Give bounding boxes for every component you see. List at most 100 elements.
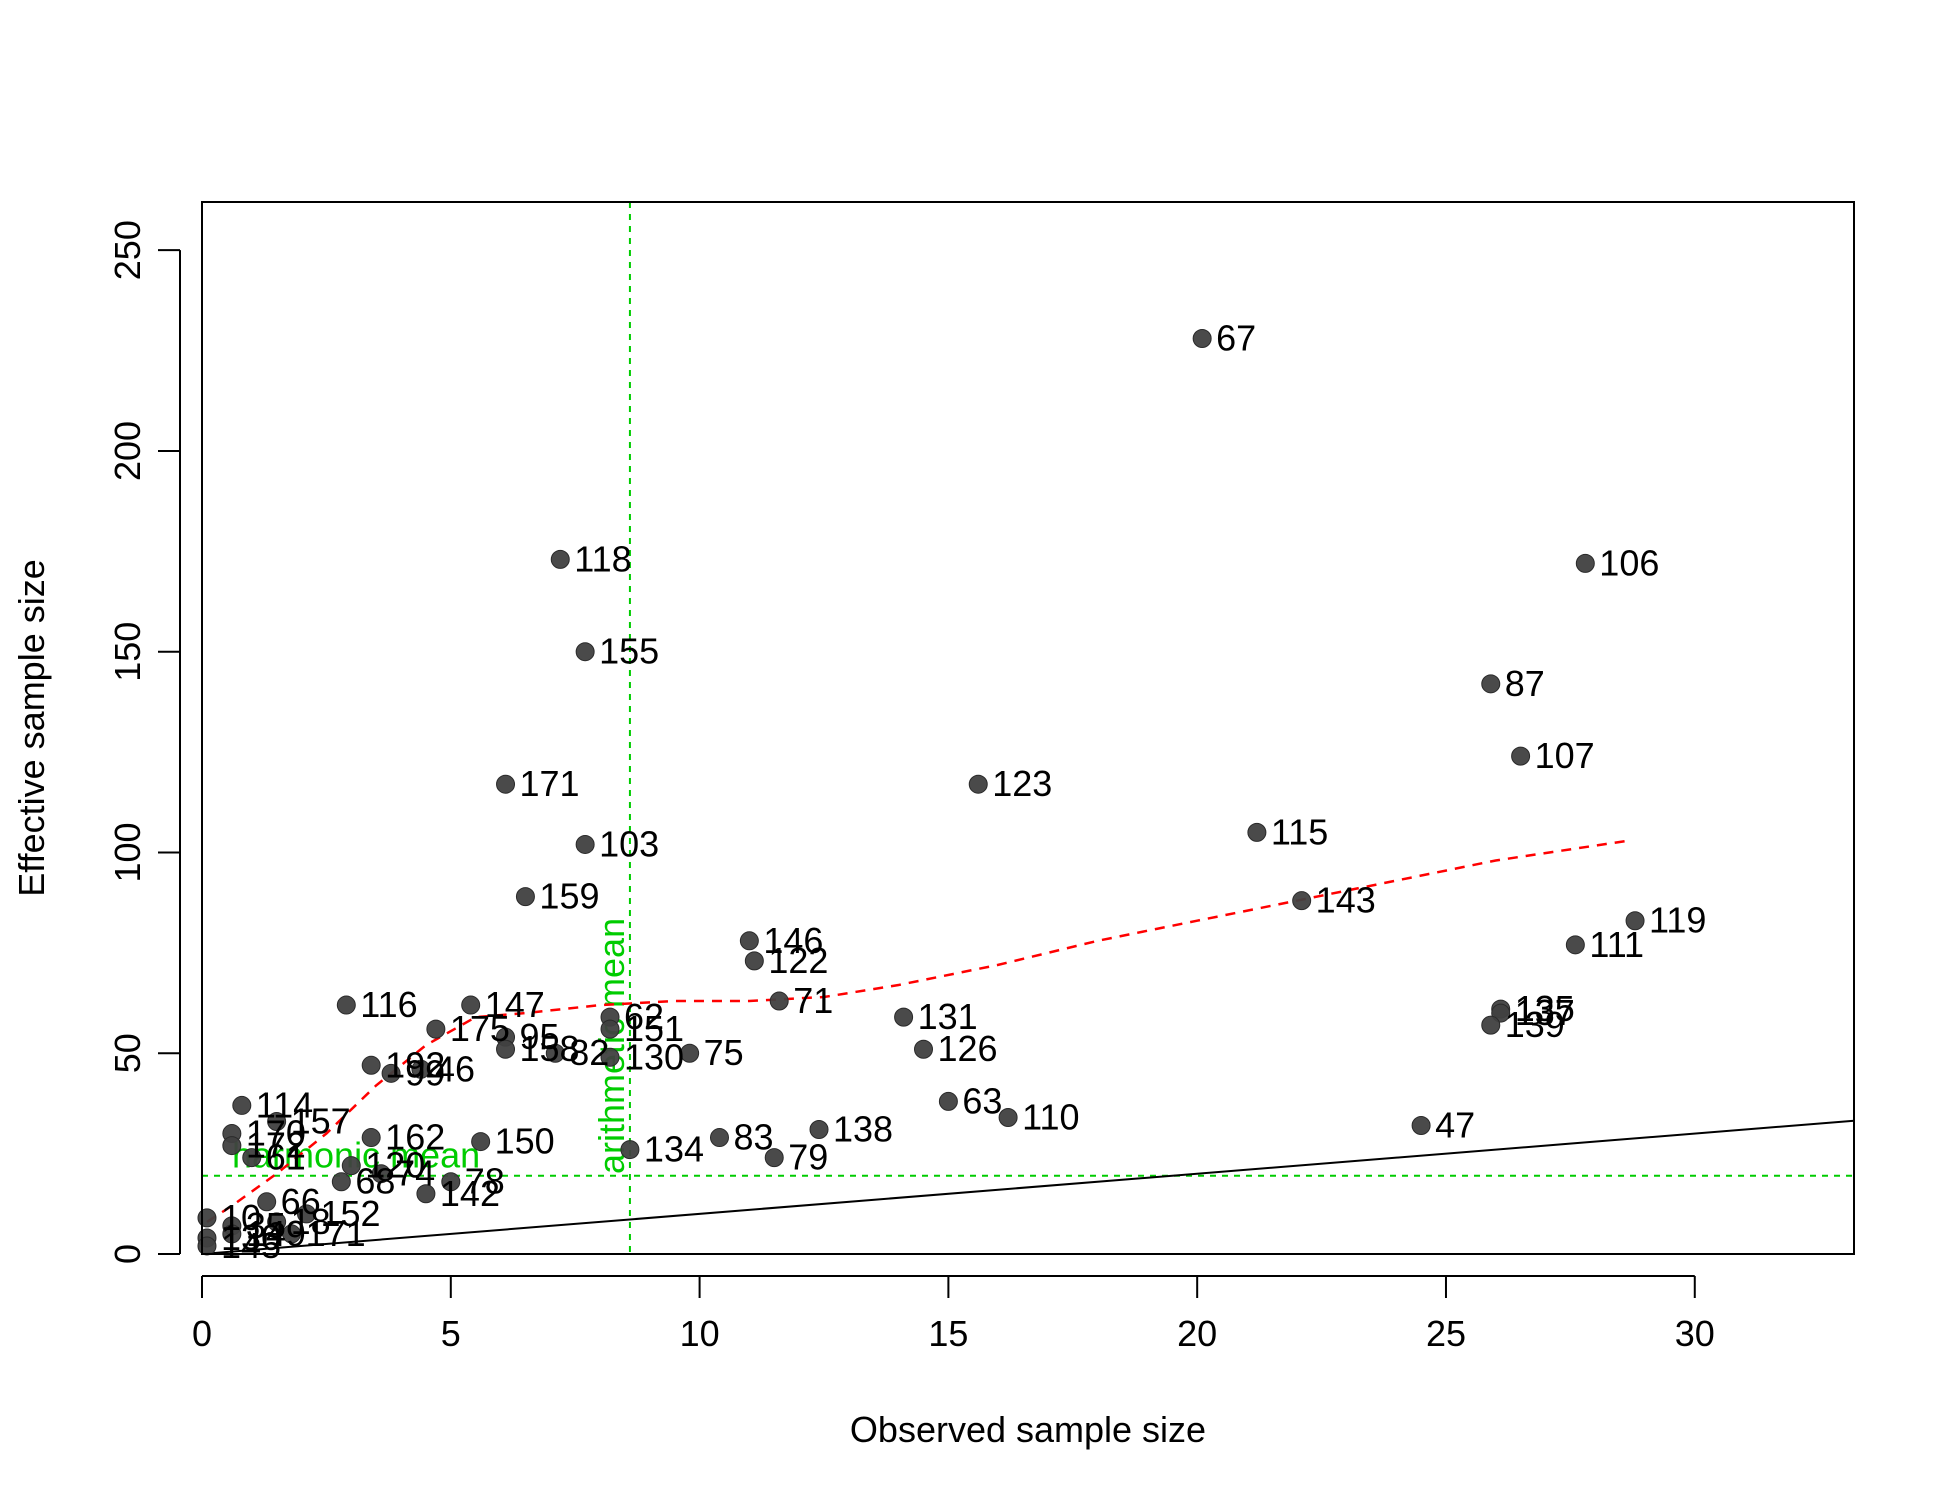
data-point (361, 1055, 381, 1075)
point-label: 79 (788, 1137, 828, 1178)
data-point (496, 1039, 516, 1059)
data-point (1575, 553, 1595, 573)
point-label: 134 (644, 1129, 704, 1170)
identity-line (201, 1119, 1855, 1255)
data-point (282, 1224, 302, 1244)
point-label: 162 (385, 1117, 445, 1158)
point-label: 149 (246, 1213, 306, 1254)
point-label: 18 (291, 1201, 331, 1242)
y-tick-label: 250 (107, 220, 148, 280)
point-label: 159 (539, 876, 599, 917)
point-label: 75 (704, 1032, 744, 1073)
data-point (222, 1136, 242, 1156)
data-point (1625, 911, 1645, 931)
point-label: 142 (440, 1173, 500, 1214)
point-label: 115 (1271, 811, 1328, 852)
point-label: 126 (938, 1028, 998, 1069)
data-point (1481, 1015, 1501, 1035)
point-label: 63 (962, 1080, 1002, 1121)
data-point (545, 1043, 565, 1063)
point-label: 122 (768, 940, 828, 981)
data-point (744, 951, 764, 971)
data-point (894, 1007, 914, 1027)
point-label: 157 (291, 1100, 351, 1141)
point-label: 62 (624, 996, 664, 1037)
point-label: 66 (281, 1181, 321, 1222)
point-label: 107 (1535, 735, 1595, 776)
point-label: 46 (435, 1048, 475, 1089)
data-point (1292, 891, 1312, 911)
point-label: 131 (918, 996, 978, 1037)
point-label: 35 (246, 1205, 286, 1246)
data-point (426, 1019, 446, 1039)
point-label: 99 (405, 1052, 445, 1093)
point-label: 192 (385, 1044, 445, 1085)
data-point (998, 1107, 1018, 1127)
point-label: 68 (355, 1161, 395, 1202)
x-tick-label: 5 (441, 1313, 461, 1354)
point-label: 123 (992, 763, 1052, 804)
x-tick-label: 0 (192, 1313, 212, 1354)
data-point (461, 995, 481, 1015)
point-label: 118 (574, 538, 631, 579)
data-point (1481, 674, 1501, 694)
data-point (739, 931, 759, 951)
point-label: 150 (495, 1121, 555, 1162)
data-point (197, 1236, 217, 1256)
point-label: 135 (1515, 988, 1575, 1029)
point-label: 119 (1649, 900, 1706, 941)
smoother-layer (206, 839, 1631, 1223)
point-label: 139 (1505, 1004, 1565, 1045)
data-point (242, 1148, 262, 1168)
y-tick-label: 0 (107, 1244, 148, 1264)
point-label: 130 (624, 1036, 684, 1077)
point-label: 116 (360, 984, 417, 1025)
point-label: 120 (365, 1145, 425, 1186)
point-label: 74 (395, 1153, 435, 1194)
point-label: 114 (256, 1084, 313, 1125)
point-label: 67 (1216, 318, 1256, 359)
data-point (600, 1019, 620, 1039)
data-point (620, 1140, 640, 1160)
data-point (416, 1184, 436, 1204)
data-point (914, 1039, 934, 1059)
point-label: 83 (733, 1117, 773, 1158)
point-label: 171 (306, 1213, 366, 1254)
data-point (1565, 935, 1585, 955)
data-point (381, 1063, 401, 1083)
y-tick-label: 200 (107, 421, 148, 481)
smoother-curve (206, 839, 1631, 1223)
data-point (1247, 822, 1267, 842)
point-label: 158 (520, 1028, 580, 1069)
point-label: 82 (569, 1032, 609, 1073)
point-label: 110 (1022, 1096, 1079, 1137)
data-point (197, 1208, 217, 1228)
x-axis-title: Observed sample size (850, 1409, 1206, 1450)
y-axis-title: Effective sample size (11, 559, 52, 896)
point-label: 143 (1316, 880, 1376, 921)
data-point (296, 1204, 316, 1224)
point-label: 155 (599, 631, 659, 672)
point-label: 170 (246, 1113, 306, 1154)
arithmetic-mean-label: arithmetic mean (591, 918, 632, 1174)
data-point (769, 991, 789, 1011)
point-label: 138 (833, 1109, 893, 1150)
data-point (709, 1128, 729, 1148)
data-point (764, 1148, 784, 1168)
data-point (938, 1091, 958, 1111)
point-label: 78 (465, 1161, 505, 1202)
point-label: 61 (266, 1137, 306, 1178)
data-point (680, 1043, 700, 1063)
data-point (267, 1212, 287, 1232)
x-tick-label: 30 (1675, 1313, 1715, 1354)
data-point (222, 1224, 242, 1244)
point-label: 103 (599, 823, 659, 864)
x-tick-label: 20 (1177, 1313, 1217, 1354)
data-point (441, 1172, 461, 1192)
point-label: 10 (221, 1197, 261, 1238)
data-point (232, 1095, 252, 1115)
data-point (600, 1047, 620, 1067)
